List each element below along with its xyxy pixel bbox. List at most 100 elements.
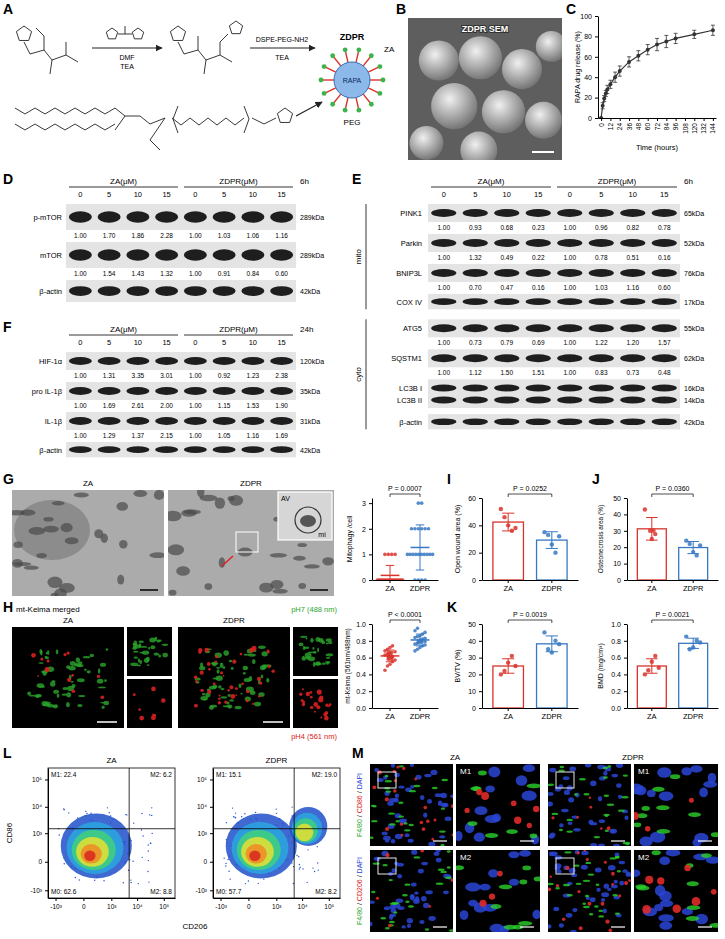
fluorescence: [230, 694, 235, 699]
nucleus: [397, 874, 402, 879]
fluorescence: [51, 680, 55, 682]
za-ligand: [343, 108, 348, 113]
f480-signal: [499, 884, 513, 889]
kda-label: 55kDa: [684, 325, 704, 332]
organelle: [65, 537, 79, 544]
nucleus: [508, 851, 519, 858]
axis-bottom: -10³010³10⁴10⁵: [214, 898, 341, 910]
point: [546, 647, 550, 651]
image-background: [293, 627, 338, 676]
kda-label: 76kDa: [684, 270, 704, 277]
event: [108, 812, 109, 813]
fluorescence: [151, 687, 156, 692]
event: [235, 817, 236, 818]
event: [298, 856, 299, 857]
point: [691, 550, 695, 554]
za-ligand: [356, 108, 361, 113]
band: [494, 269, 519, 277]
plot-area: [381, 626, 430, 672]
nucleus: [438, 800, 442, 805]
f480-signal: [656, 805, 669, 810]
point: [410, 527, 414, 531]
fluorescence: [220, 688, 224, 690]
stain-label: F4/80/CD206/DAPI: [356, 857, 363, 925]
f480-signal: [555, 887, 560, 889]
fluorescence: [215, 652, 222, 658]
event: [235, 812, 236, 813]
axis-left: 0123: [362, 499, 372, 584]
f480-signal: [404, 822, 408, 824]
marker-signal: [684, 865, 690, 871]
bond: [170, 26, 185, 40]
band: [155, 446, 178, 453]
marker-signal: [645, 876, 653, 884]
plot-title: ZA: [106, 756, 117, 765]
tick: 10⁴: [32, 803, 48, 810]
band: [213, 286, 236, 296]
tick: 40: [584, 74, 598, 81]
quantification: 1.54: [103, 270, 116, 277]
event: [306, 882, 307, 883]
f480-signal: [382, 864, 387, 866]
fluorescence: [72, 689, 76, 693]
quantification: 1.00: [437, 224, 450, 231]
quadrant-label: M2: 19.0: [312, 771, 338, 778]
quadrant-label: M0: 57.7: [216, 888, 242, 895]
nucleus: [445, 816, 452, 821]
bond: [44, 42, 66, 60]
axis-line: [628, 580, 719, 581]
point: [393, 658, 397, 662]
fluorescence: [77, 678, 85, 682]
marker-signal: [514, 816, 521, 823]
tick-label: 10³: [33, 830, 43, 837]
tick: 50: [613, 495, 627, 502]
nucleus: [585, 764, 591, 767]
fluorescence: [37, 683, 45, 687]
chart: 0204060ZAZDPROpen wound area (%)P = 0.02…: [454, 485, 579, 593]
tick-label: 40: [584, 74, 592, 81]
nucleus: [428, 842, 435, 846]
nucleus: [421, 896, 427, 901]
axis-left: 020406080100: [580, 13, 598, 122]
tick-mark: [651, 708, 652, 711]
tick-mark: [369, 674, 372, 675]
fluorescence: [100, 663, 106, 667]
fluorescence: [259, 681, 262, 684]
error-bar: [613, 72, 617, 82]
kda-label: 42kDa: [300, 288, 320, 295]
error-bar: [416, 634, 424, 646]
f480-signal: [596, 884, 600, 886]
tick-label: ZDPR: [683, 712, 704, 721]
tick-label: 0.0: [611, 705, 621, 712]
band: [652, 209, 677, 217]
f480-signal: [574, 793, 578, 795]
tick: 0.0: [611, 705, 627, 712]
nucleus: [394, 798, 399, 803]
fluorescence: [57, 694, 60, 698]
nucleus: [14, 500, 90, 560]
band: [270, 417, 293, 425]
stain: /: [356, 791, 363, 793]
scale-bar: [532, 151, 554, 153]
quantification: 0.16: [658, 254, 671, 261]
image-background: [168, 490, 334, 596]
tick: ZA: [503, 708, 513, 721]
particle: [482, 90, 525, 133]
f480-signal: [478, 771, 487, 776]
nucleus: [401, 925, 405, 928]
f480-signal: [560, 766, 565, 768]
channel-label: pH4 (561 nm): [291, 732, 337, 741]
bond: [15, 108, 115, 114]
tick-label: 0.0: [356, 705, 366, 712]
za-ligand: [319, 78, 324, 83]
kda-label: 52kDa: [684, 240, 704, 247]
tick-label: 0.2: [356, 688, 366, 695]
marker-signal: [533, 806, 539, 812]
fluorescence: [218, 685, 222, 688]
band: [463, 384, 488, 391]
fluorescence: [138, 708, 141, 711]
p-value: P = 0.0019: [513, 611, 547, 618]
point: [383, 668, 387, 672]
row-label: pro IL-1β: [32, 387, 63, 396]
image-background: [12, 490, 164, 596]
